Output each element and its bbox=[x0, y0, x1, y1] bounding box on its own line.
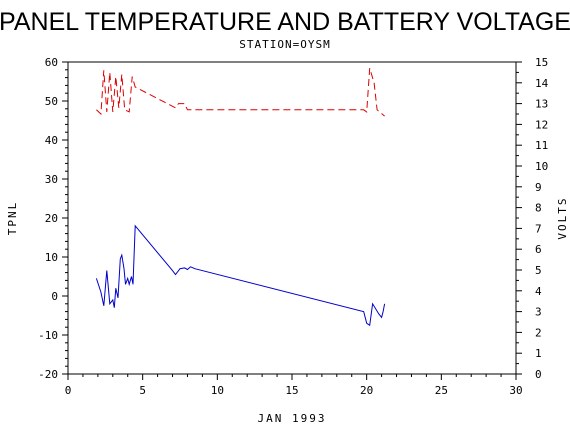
y-right-tick-label: 8 bbox=[535, 202, 542, 215]
series-layer bbox=[95, 68, 386, 327]
y-right-tick-label: 12 bbox=[535, 118, 548, 131]
y-right-tick-label: 11 bbox=[535, 139, 548, 152]
y-right-axis-label: VOLTS bbox=[556, 196, 569, 239]
x-tick-label: 30 bbox=[509, 384, 522, 397]
plot-frame bbox=[67, 61, 517, 375]
y-right-tick-label: 9 bbox=[535, 181, 542, 194]
y-left-tick-label: 20 bbox=[45, 212, 58, 225]
y-right-tick-label: 15 bbox=[535, 56, 548, 69]
y-left-tick-label: 30 bbox=[45, 173, 58, 186]
y-right-tick-label: 2 bbox=[535, 326, 542, 339]
y-left-tick-label: -20 bbox=[38, 368, 58, 381]
y-left-tick-label: 60 bbox=[45, 56, 58, 69]
y-right-tick-label: 6 bbox=[535, 243, 542, 256]
x-tick-label: 5 bbox=[139, 384, 146, 397]
y-right-tick-label: 5 bbox=[535, 264, 542, 277]
x-tick-label: 0 bbox=[65, 384, 72, 397]
y-left-tick-label: -10 bbox=[38, 329, 58, 342]
x-tick-label: 25 bbox=[435, 384, 448, 397]
x-axis: 0 5 10 15 20 25 30 bbox=[65, 374, 523, 397]
series-line-volts bbox=[96, 68, 385, 117]
y-right-tick-label: 14 bbox=[535, 77, 549, 90]
x-tick-label: 10 bbox=[211, 384, 224, 397]
x-tick-label: 20 bbox=[360, 384, 373, 397]
y-left-tick-label: 40 bbox=[45, 134, 58, 147]
y-right-tick-label: 10 bbox=[535, 160, 548, 173]
y-right-tick-label: 4 bbox=[535, 285, 542, 298]
y-right-tick-label: 13 bbox=[535, 98, 548, 111]
chart-subtitle: STATION=OYSM bbox=[239, 38, 330, 51]
y-left-axis-label: TPNL bbox=[6, 201, 19, 236]
x-tick-label: 15 bbox=[285, 384, 298, 397]
y-left-tick-label: 50 bbox=[45, 95, 58, 108]
y-left-tick-label: 0 bbox=[51, 290, 58, 303]
chart-title: PANEL TEMPERATURE AND BATTERY VOLTAGE bbox=[0, 8, 570, 36]
y-right-tick-label: 0 bbox=[535, 368, 542, 381]
y-right-tick-label: 3 bbox=[535, 306, 542, 319]
y-right-tick-label: 7 bbox=[535, 222, 542, 235]
x-axis-label: JAN 1993 bbox=[258, 412, 327, 425]
series-line-tpnl bbox=[95, 224, 386, 327]
y-right-tick-label: 1 bbox=[535, 347, 542, 360]
y-left-tick-label: 10 bbox=[45, 251, 58, 264]
y-left-axis: -20 -10 0 10 20 30 40 50 60 bbox=[38, 56, 68, 381]
